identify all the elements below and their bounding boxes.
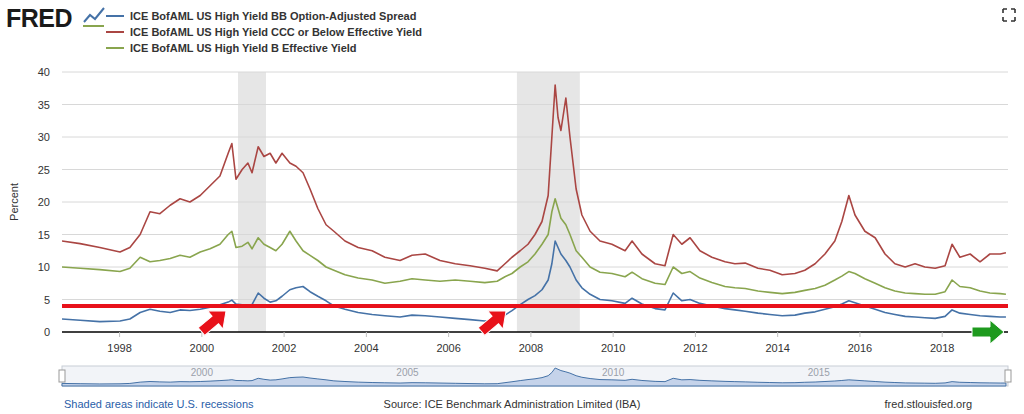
legend: ICE BofAML US High Yield BB Option-Adjus… bbox=[106, 10, 422, 54]
expand-icon-path bbox=[1003, 9, 1015, 21]
x-tick-label: 2012 bbox=[683, 342, 707, 354]
y-tick-label: 25 bbox=[38, 164, 50, 176]
y-tick-label: 5 bbox=[44, 294, 50, 306]
navigator-tick-label: 2000 bbox=[191, 367, 214, 378]
x-tick-label: 1998 bbox=[107, 342, 131, 354]
x-tick-label: 2014 bbox=[765, 342, 789, 354]
legend-swatch bbox=[106, 47, 124, 49]
x-tick bbox=[613, 332, 614, 337]
logo-text: FRED bbox=[6, 4, 72, 32]
navigator-tick-label: 2005 bbox=[396, 367, 419, 378]
arrow-shape bbox=[972, 320, 1004, 344]
footer: Shaded areas indicate U.S. recessions Sou… bbox=[64, 398, 972, 410]
y-tick-label: 10 bbox=[38, 261, 50, 273]
arrow bbox=[194, 302, 234, 341]
series-line bbox=[62, 199, 1006, 295]
navigator-area bbox=[62, 368, 1006, 386]
x-tick-label: 2004 bbox=[354, 342, 378, 354]
x-axis: 1998 2000 2002 2004 2006 2008 2010 2012 2014 2016… bbox=[107, 332, 954, 354]
arrow bbox=[972, 320, 1004, 344]
series-line bbox=[62, 241, 1006, 322]
x-tick bbox=[366, 332, 367, 337]
x-tick bbox=[284, 332, 285, 337]
arrow-shape bbox=[474, 302, 514, 341]
grid-line bbox=[62, 267, 1008, 268]
navigator-handle[interactable] bbox=[59, 370, 65, 382]
grid-line bbox=[62, 169, 1008, 170]
annotation-arrows bbox=[194, 302, 1004, 344]
chart-root: FRED ICE BofAML US High Yield BB Option-A… bbox=[0, 0, 1024, 414]
source: Source: ICE Benchmark Administration Lim… bbox=[384, 398, 641, 410]
logo-icon bbox=[84, 8, 104, 22]
y-tick-label: 15 bbox=[38, 229, 50, 241]
navigator: 2000 2005 2010 2015 bbox=[59, 366, 1011, 386]
grid-line bbox=[62, 202, 1008, 203]
arrow-shape bbox=[194, 302, 234, 341]
grid-line bbox=[62, 104, 1008, 105]
series-lines bbox=[62, 85, 1006, 322]
x-tick bbox=[448, 332, 449, 337]
x-tick bbox=[695, 332, 696, 337]
grid-line bbox=[62, 72, 1008, 73]
x-tick bbox=[777, 332, 778, 337]
y-tick-label: 35 bbox=[38, 99, 50, 111]
y-tick-label: 20 bbox=[38, 196, 50, 208]
legend-label: ICE BofAML US High Yield BB Option-Adjus… bbox=[130, 10, 416, 22]
y-tick-label: 30 bbox=[38, 131, 50, 143]
series-line bbox=[62, 85, 1006, 275]
x-tick-label: 2018 bbox=[930, 342, 954, 354]
navigator-tick-label: 2010 bbox=[602, 367, 625, 378]
chart-svg: FRED ICE BofAML US High Yield BB Option-A… bbox=[0, 0, 1024, 414]
grid-line bbox=[62, 137, 1008, 138]
grid: 0 5 10 15 20 25 30 35 40 bbox=[38, 66, 1008, 338]
expand-icon[interactable] bbox=[1003, 9, 1015, 21]
legend-label: ICE BofAML US High Yield B Effective Yie… bbox=[130, 42, 357, 54]
y-axis-label: Percent bbox=[8, 183, 20, 221]
grid-line bbox=[62, 299, 1008, 300]
legend-swatch bbox=[106, 15, 124, 17]
x-tick bbox=[530, 332, 531, 337]
x-tick bbox=[942, 332, 943, 337]
x-tick bbox=[119, 332, 120, 337]
x-tick-label: 2010 bbox=[601, 342, 625, 354]
x-tick-label: 2002 bbox=[272, 342, 296, 354]
reference-line bbox=[62, 304, 1008, 308]
logo: FRED bbox=[6, 4, 104, 32]
x-tick-label: 2006 bbox=[436, 342, 460, 354]
logo-icon bbox=[83, 25, 104, 27]
recession-note: Shaded areas indicate U.S. recessions bbox=[64, 398, 254, 410]
y-tick-label: 40 bbox=[38, 66, 50, 78]
legend-label: ICE BofAML US High Yield CCC or Below Ef… bbox=[130, 26, 422, 38]
navigator-tick-label: 2015 bbox=[808, 367, 831, 378]
legend-swatch bbox=[106, 31, 124, 33]
navigator-frame bbox=[62, 366, 1008, 386]
x-tick-label: 2008 bbox=[519, 342, 543, 354]
x-tick bbox=[859, 332, 860, 337]
navigator-handle[interactable] bbox=[1005, 370, 1011, 382]
site: fred.stlouisfed.org bbox=[885, 398, 972, 410]
arrow bbox=[474, 302, 514, 341]
y-tick-label: 0 bbox=[44, 326, 50, 338]
x-tick-label: 2016 bbox=[848, 342, 872, 354]
x-tick-label: 2000 bbox=[190, 342, 214, 354]
